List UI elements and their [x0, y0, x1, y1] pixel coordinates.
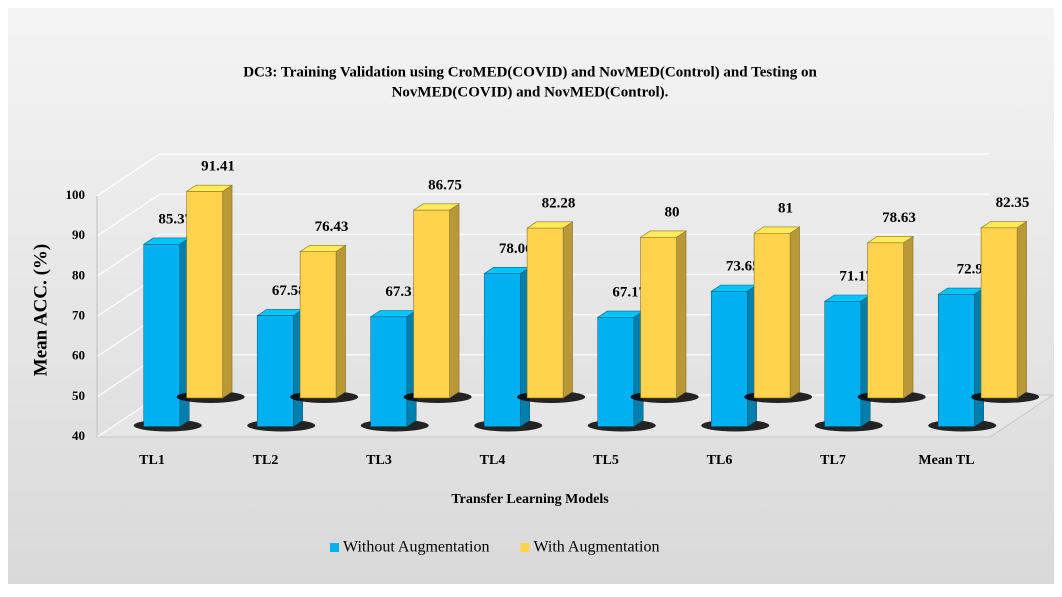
x-tick-label: TL3	[366, 453, 392, 468]
bar-face	[867, 242, 904, 399]
data-label: 78.06	[499, 241, 533, 257]
bar-face	[256, 315, 294, 427]
data-label: 91.41	[201, 159, 235, 175]
bar-face	[562, 221, 573, 399]
bar-face	[413, 209, 450, 399]
grid-line	[96, 153, 990, 197]
data-label: 67.17	[612, 285, 646, 301]
bar-face	[186, 191, 223, 399]
bar-face	[483, 273, 521, 427]
y-tick-label: 50	[72, 388, 85, 403]
bar-face	[710, 291, 748, 427]
legend-label: Without Augmentation	[343, 539, 489, 556]
bar	[369, 309, 418, 428]
bar-face	[903, 235, 914, 399]
x-tick-label: TL5	[593, 453, 619, 468]
bar-face	[449, 203, 460, 399]
bar	[299, 244, 347, 399]
x-tick-label: TL2	[253, 453, 279, 468]
bar-face	[1016, 220, 1027, 399]
bar	[185, 184, 234, 399]
bar	[823, 294, 872, 428]
x-tick-label: TL4	[480, 453, 506, 468]
x-axis-title: Transfer Learning Models	[451, 492, 609, 507]
bar	[526, 221, 574, 399]
bar-face	[370, 316, 408, 427]
x-tick-label: TL7	[820, 453, 846, 468]
data-label: 85.37	[158, 211, 192, 227]
data-label: 86.75	[428, 177, 462, 193]
data-label: 73.65	[726, 258, 760, 274]
bar-face	[676, 230, 687, 399]
bar	[256, 308, 304, 428]
bar	[596, 310, 645, 428]
bar	[710, 284, 758, 428]
bar-face	[980, 227, 1018, 399]
bar-face	[937, 294, 975, 427]
x-tick-label: Mean TL	[918, 453, 974, 468]
data-label: 82.35	[996, 195, 1030, 211]
bar-face	[789, 226, 800, 399]
bar	[142, 237, 191, 428]
legend-swatch	[520, 543, 530, 552]
bar-face	[597, 317, 635, 427]
data-label: 78.63	[882, 210, 916, 226]
grid-line	[96, 233, 990, 277]
bar-face	[222, 184, 233, 399]
bar	[980, 220, 1028, 399]
data-label: 71.17	[839, 268, 873, 284]
y-tick-label: 100	[66, 187, 86, 202]
grid-line	[96, 193, 990, 237]
bar-face	[526, 227, 564, 399]
bar	[412, 203, 461, 399]
y-axis-title: Mean ACC. (%)	[30, 244, 51, 376]
x-tick-label: TL1	[139, 453, 165, 468]
bar	[937, 287, 985, 428]
bar-face	[143, 243, 181, 427]
legend-swatch	[330, 543, 339, 552]
bar-face	[335, 244, 346, 399]
y-tick-label: 80	[72, 267, 85, 282]
bar-face	[640, 236, 677, 399]
data-label: 81	[778, 200, 793, 216]
y-tick-label: 90	[72, 227, 85, 242]
bar	[639, 230, 688, 399]
data-label: 72.9	[957, 261, 983, 277]
bar	[483, 266, 531, 428]
data-label: 80	[665, 204, 680, 220]
x-tick-label: TL6	[707, 453, 733, 468]
bar	[866, 235, 915, 399]
bar	[753, 226, 801, 399]
chart-title: DC3: Training Validation using CroMED(CO…	[243, 64, 817, 80]
legend-label: With Augmentation	[533, 539, 659, 556]
bar-face	[824, 301, 862, 427]
data-label: 76.43	[315, 219, 349, 235]
y-tick-label: 40	[72, 428, 85, 443]
data-label: 67.31	[385, 284, 419, 300]
y-tick-label: 70	[72, 307, 85, 322]
data-label: 67.58	[272, 283, 306, 299]
y-tick-label: 60	[72, 348, 85, 363]
bar-face	[299, 251, 337, 399]
bar-face	[753, 232, 791, 399]
data-label: 82.28	[542, 195, 576, 211]
chart-title: NovMED(COVID) and NovMED(Control).	[392, 84, 669, 100]
